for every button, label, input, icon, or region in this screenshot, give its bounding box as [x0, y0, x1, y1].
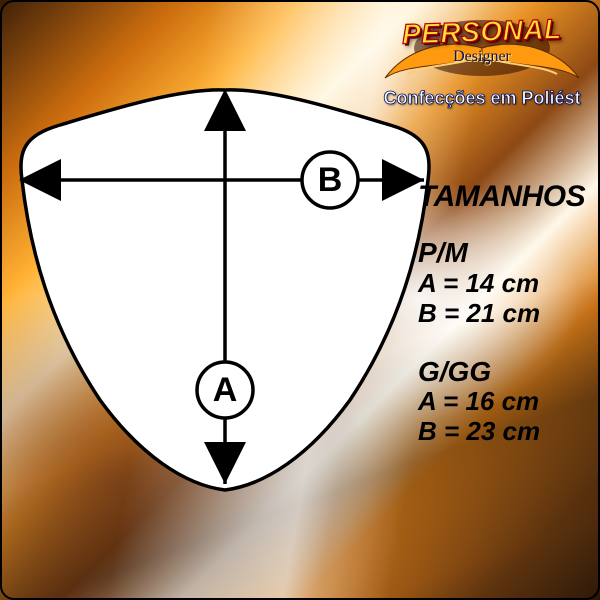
size-block-pm: P/M A = 14 cm B = 21 cm: [418, 238, 598, 329]
label-b-text: B: [318, 161, 343, 199]
mask-diagram: B A: [10, 70, 440, 500]
size-ggg-heading: G/GG: [418, 357, 598, 388]
size-pm-heading: P/M: [418, 238, 598, 269]
size-ggg-a: A = 16 cm: [418, 387, 598, 417]
sizes-panel: TAMANHOS P/M A = 14 cm B = 21 cm G/GG A …: [418, 180, 598, 475]
label-a-text: A: [213, 371, 238, 409]
label-a-badge: A: [197, 362, 253, 418]
logo-sub-text: Designer: [453, 48, 511, 66]
sizes-heading: TAMANHOS: [418, 180, 598, 214]
size-block-ggg: G/GG A = 16 cm B = 23 cm: [418, 357, 598, 448]
logo-brand-text: PERSONAL: [402, 13, 563, 51]
size-pm-a: A = 14 cm: [418, 269, 598, 299]
size-pm-b: B = 21 cm: [418, 299, 598, 329]
label-b-badge: B: [302, 152, 358, 208]
size-ggg-b: B = 23 cm: [418, 417, 598, 447]
